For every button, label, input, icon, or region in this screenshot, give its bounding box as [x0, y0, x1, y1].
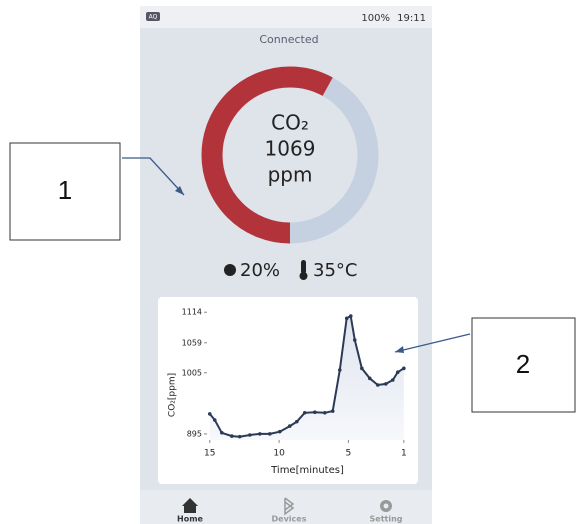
nav-home[interactable]: Home — [177, 515, 204, 524]
point — [338, 368, 342, 372]
temperature-icon-bulb — [300, 272, 308, 280]
gauge-label: CO₂ — [271, 111, 309, 135]
temperature-icon — [301, 260, 306, 274]
connection-status: Connected — [259, 33, 318, 46]
point — [258, 432, 262, 436]
time: 19:11 — [397, 13, 426, 24]
gauge-unit: ppm — [268, 163, 313, 187]
x-tick-label: 15 — [204, 449, 215, 459]
setting-icon-hole — [384, 504, 389, 509]
point — [278, 430, 282, 434]
callout-label: 2 — [516, 349, 530, 379]
point — [268, 432, 272, 436]
point — [368, 377, 372, 381]
humidity-icon — [224, 264, 236, 276]
point — [208, 412, 212, 416]
point — [396, 370, 400, 374]
y-tick-label: 1059 — [182, 338, 202, 347]
battery: 100% — [361, 13, 390, 24]
x-tick-label: 5 — [346, 449, 352, 459]
point — [288, 424, 292, 428]
point — [360, 367, 364, 371]
point — [391, 378, 395, 382]
point — [230, 434, 234, 438]
callout-label: 1 — [58, 175, 72, 205]
point — [248, 433, 252, 437]
nav-devices[interactable]: Devices — [272, 515, 307, 524]
screenshot: AQ 100% 19:11 Connected CO₂ 1069 ppm 20%… — [0, 0, 576, 524]
point — [384, 382, 388, 386]
point — [323, 411, 327, 415]
y-tick-label: 1005 — [182, 368, 202, 377]
point — [349, 314, 353, 318]
point — [238, 435, 242, 439]
point — [376, 383, 380, 387]
x-tick-label: 1 — [401, 449, 407, 459]
gauge-value: 1069 — [265, 137, 316, 161]
x-axis-label: Time[minutes] — [270, 465, 344, 476]
point — [295, 420, 299, 424]
point — [402, 367, 406, 371]
humidity: 20% — [240, 260, 280, 281]
point — [303, 411, 307, 415]
point — [331, 409, 335, 413]
point — [345, 317, 349, 321]
y-tick-label: 1114 — [182, 308, 202, 317]
point — [213, 418, 217, 422]
point — [313, 410, 317, 414]
point — [353, 338, 357, 342]
x-tick-label: 10 — [273, 449, 285, 459]
nav-setting[interactable]: Setting — [370, 515, 403, 524]
y-axis-label: CO₂[ppm] — [168, 373, 178, 417]
y-tick-label: 895 — [187, 429, 202, 438]
temperature: 35°C — [313, 260, 357, 281]
point — [220, 431, 224, 435]
badge: AQ — [149, 14, 158, 21]
